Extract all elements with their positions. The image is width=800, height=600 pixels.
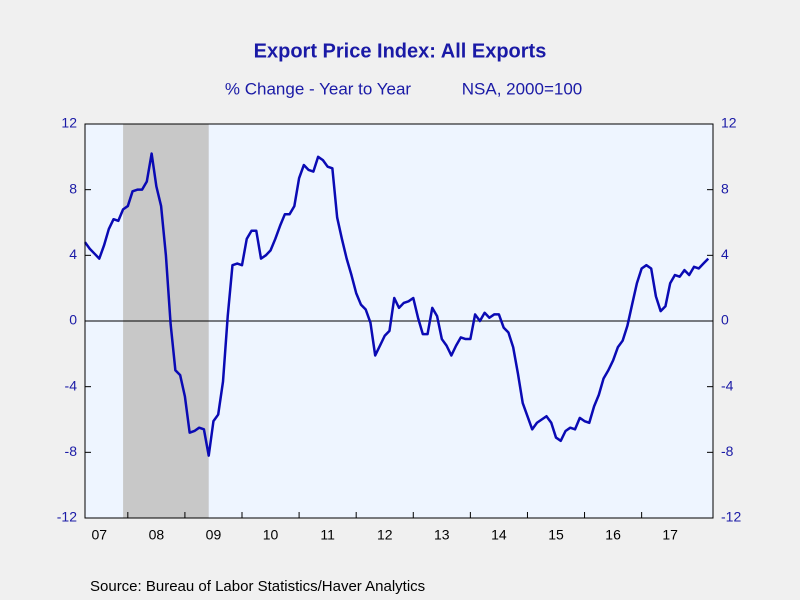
chart-subtitle: NSA, 2000=100 [462, 79, 583, 98]
y-tick-label: -8 [65, 443, 78, 459]
x-tick-label: 09 [206, 527, 222, 543]
x-tick-label: 15 [548, 527, 564, 543]
y2-tick-label: 0 [721, 312, 729, 328]
y2-tick-label: 12 [721, 115, 737, 131]
chart-subtitle: % Change - Year to Year [225, 79, 412, 98]
y2-tick-label: -8 [721, 443, 734, 459]
plot-border [84, 123, 714, 519]
y-tick-label: 12 [61, 115, 77, 131]
x-tick-label: 14 [491, 527, 507, 543]
x-tick-label: 10 [263, 527, 279, 543]
y-tick-label: -4 [65, 377, 78, 393]
x-tick-label: 08 [149, 527, 165, 543]
y2-tick-label: -4 [721, 377, 734, 393]
x-tick-label: 11 [320, 527, 335, 543]
x-tick-label: 13 [434, 527, 450, 543]
y-tick-label: 4 [69, 246, 77, 262]
y2-tick-label: -12 [721, 509, 741, 525]
chart-title: Export Price Index: All Exports [254, 40, 547, 62]
x-tick-label: 07 [91, 527, 107, 543]
y-tick-label: 0 [69, 312, 77, 328]
data-line [83, 152, 710, 457]
x-tick-label: 17 [662, 527, 678, 543]
x-tick-label: 12 [377, 527, 393, 543]
x-tick-label: 16 [605, 527, 621, 543]
y2-tick-label: 4 [721, 246, 729, 262]
y2-tick-label: 8 [721, 180, 729, 196]
y-tick-label: 8 [69, 180, 77, 196]
source-note: Source: Bureau of Labor Statistics/Haver… [90, 578, 425, 595]
y-tick-label: -12 [57, 509, 77, 525]
